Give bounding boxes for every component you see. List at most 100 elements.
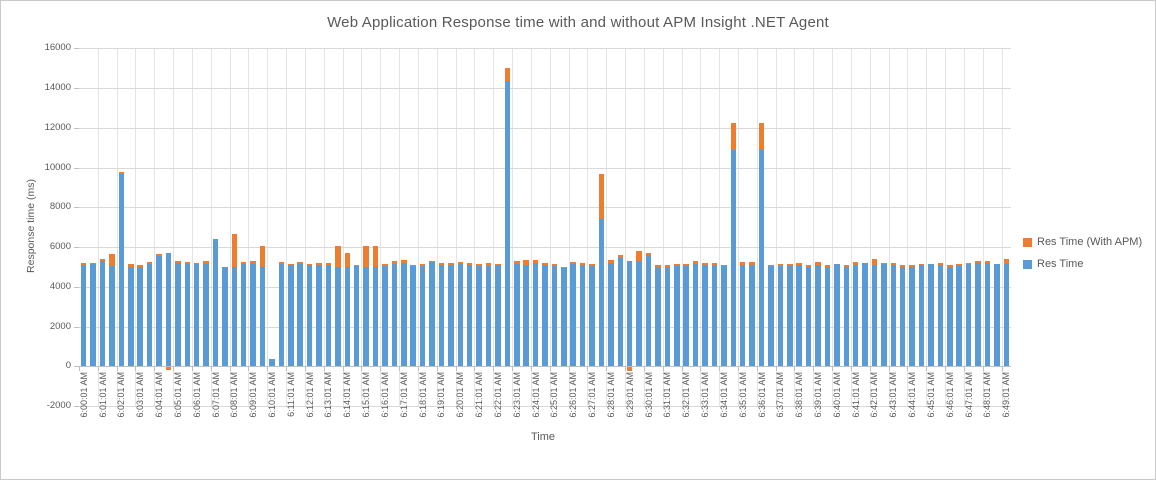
x-axis-tick — [342, 367, 344, 372]
y-tick-label: 14000 — [44, 81, 71, 93]
x-tick-label: 6:25:01 AM — [549, 371, 560, 418]
x-axis-tick — [135, 367, 137, 372]
x-axis-tick — [832, 367, 834, 372]
y-tick-label: 0 — [65, 360, 71, 372]
bar-res-time — [137, 266, 143, 367]
bar-res-time — [551, 265, 558, 367]
y-tick-label: 8000 — [49, 201, 71, 213]
x-tick-label: 6:37:01 AM — [775, 371, 786, 418]
x-tick-label: 6:05:01 AM — [172, 371, 183, 418]
bar-res-time — [80, 264, 87, 367]
bar-res-time — [523, 264, 529, 367]
gridline-v — [417, 48, 419, 407]
gridline-h — [79, 247, 1011, 249]
bar-res-time — [438, 264, 445, 367]
gridline-v — [662, 48, 664, 407]
x-axis-tick — [417, 367, 419, 372]
bar-res-time — [918, 265, 925, 367]
gridline-v — [530, 48, 532, 407]
gridline-v — [436, 48, 438, 407]
x-tick-label: 6:14:01 AM — [342, 371, 353, 418]
bar-res-time — [683, 265, 689, 367]
bar-res-time — [193, 263, 200, 367]
bar-res-time — [429, 261, 435, 367]
y-axis-tick — [74, 326, 79, 328]
x-tick-label: 6:06:01 AM — [191, 371, 202, 418]
x-axis-tick — [719, 367, 721, 372]
x-tick-label: 6:31:01 AM — [662, 371, 673, 418]
x-tick-label: 6:43:01 AM — [888, 371, 899, 418]
bar-res-time — [542, 264, 548, 367]
x-axis-tick — [549, 367, 551, 372]
x-axis-tick — [756, 367, 758, 372]
bar-res-time — [598, 219, 605, 367]
x-axis-tick — [173, 367, 175, 372]
x-tick-label: 6:44:01 AM — [907, 371, 918, 418]
bar-res-time — [259, 266, 266, 367]
bar-res-time — [570, 264, 576, 367]
gridline-v — [756, 48, 758, 407]
gridline-v — [549, 48, 551, 407]
bar-res-time — [890, 265, 897, 367]
gridline-v — [361, 48, 363, 407]
legend-label-res: Res Time — [1037, 258, 1084, 270]
x-tick-label: 6:46:01 AM — [944, 371, 955, 418]
x-axis-tick — [775, 367, 777, 372]
bar-res-time — [401, 262, 407, 367]
gridline-v — [399, 48, 401, 407]
bar-res-time — [617, 258, 624, 367]
gridline-v — [606, 48, 608, 407]
bar-res-time — [184, 263, 190, 367]
bar-res-time — [363, 266, 369, 367]
gridline-v — [643, 48, 645, 407]
bar-res-time — [278, 263, 285, 367]
gridline-v — [97, 48, 99, 407]
legend: Res Time (With APM) Res Time — [1023, 236, 1142, 280]
gridline-h — [79, 87, 1011, 89]
bar-res-time — [156, 256, 162, 367]
gridline-v — [248, 48, 250, 407]
bar-res-time — [937, 265, 944, 367]
x-tick-label: 6:19:01 AM — [436, 371, 447, 418]
x-axis-title: Time — [531, 431, 556, 443]
bar-res-time — [805, 266, 812, 367]
x-tick-label: 6:45:01 AM — [925, 371, 936, 418]
x-axis-tick — [229, 367, 231, 372]
bar-res-time — [871, 264, 878, 367]
x-tick-label: 6:20:01 AM — [455, 371, 466, 418]
gridline-v — [229, 48, 231, 407]
bar-res-time — [787, 265, 793, 367]
x-axis-tick — [888, 367, 890, 372]
gridline-v — [850, 48, 852, 407]
x-axis-tick — [399, 367, 401, 372]
bar-res-time — [881, 264, 887, 367]
y-axis-tick — [74, 406, 79, 408]
bar-res-time — [175, 262, 181, 367]
y-axis-tick — [74, 87, 79, 89]
bar-res-time — [692, 263, 699, 367]
bar-res-time — [476, 265, 482, 367]
bar-res-time — [975, 262, 981, 367]
x-tick-label: 6:17:01 AM — [398, 371, 409, 418]
x-axis-tick — [493, 367, 495, 372]
bar-res-time — [146, 263, 153, 367]
legend-item-apm: Res Time (With APM) — [1023, 236, 1142, 248]
x-axis-tick — [681, 367, 683, 372]
x-tick-label: 6:15:01 AM — [361, 371, 372, 418]
gridline-v — [1001, 48, 1003, 407]
bar-res-time — [419, 265, 426, 367]
x-tick-label: 6:34:01 AM — [718, 371, 729, 418]
x-axis-tick — [455, 367, 457, 372]
x-axis-tick — [700, 367, 702, 372]
gridline-v — [286, 48, 288, 407]
x-tick-label: 6:33:01 AM — [700, 371, 711, 418]
bar-res-time — [532, 262, 539, 367]
gridline-v — [794, 48, 796, 407]
y-axis-tick — [74, 48, 79, 50]
x-axis-tick — [982, 367, 984, 372]
bar-res-time — [928, 264, 934, 367]
bar-res-time — [495, 264, 501, 367]
x-tick-label: 6:02:01 AM — [116, 371, 127, 418]
x-tick-label: 6:03:01 AM — [135, 371, 146, 418]
gridline-v — [380, 48, 382, 407]
